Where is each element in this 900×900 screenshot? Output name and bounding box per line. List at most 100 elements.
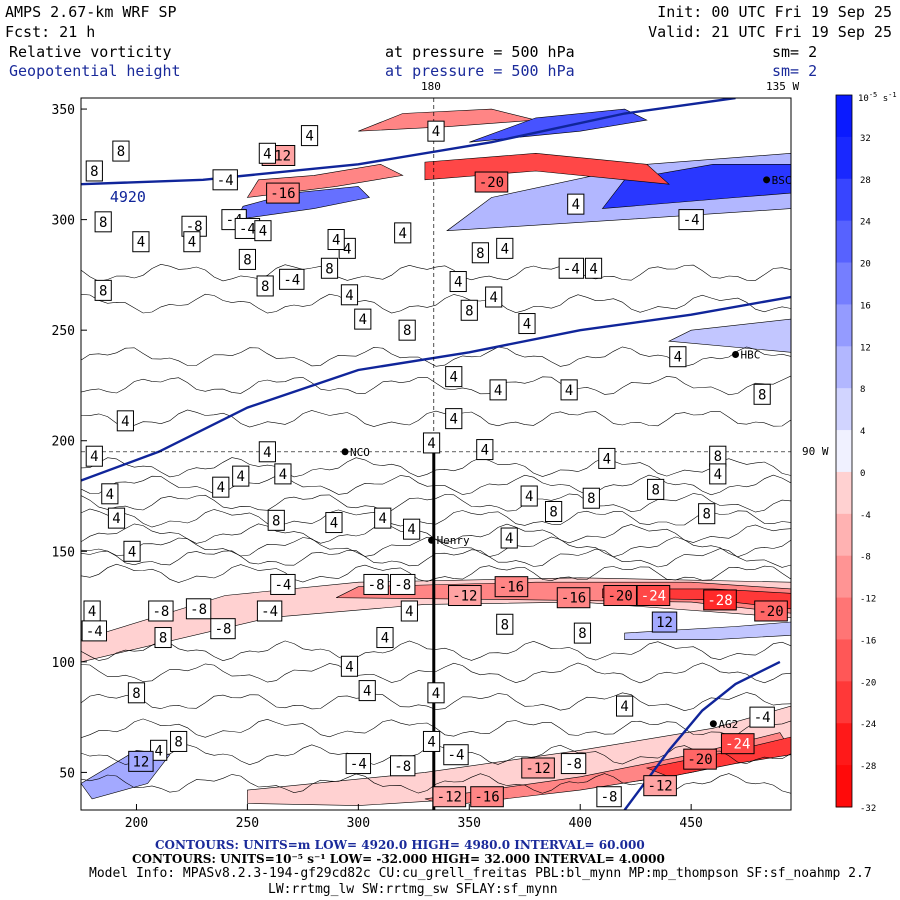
vorticity-label: -4 bbox=[81, 620, 108, 642]
vorticity-label: -16 bbox=[556, 587, 591, 609]
vorticity-label: 4 bbox=[427, 120, 445, 142]
vorticity-label: 4 bbox=[212, 476, 230, 498]
svg-text:4: 4 bbox=[505, 531, 513, 547]
svg-text:4: 4 bbox=[188, 235, 196, 251]
vorticity-label: 4 bbox=[445, 366, 463, 388]
neg-band-north-strong bbox=[424, 152, 670, 185]
vorticity-label: -4 bbox=[234, 217, 261, 239]
svg-text:-4: -4 bbox=[261, 604, 278, 620]
vorticity-label: 4 bbox=[560, 379, 578, 401]
vorticity-label: -12 bbox=[432, 786, 467, 808]
vorticity-label: 4 bbox=[500, 527, 518, 549]
model-title: AMPS 2.67-km WRF SP bbox=[5, 3, 177, 21]
vorticity-label: -8 bbox=[363, 573, 389, 595]
vorticity-label: 4 bbox=[325, 512, 343, 534]
svg-text:8: 8 bbox=[465, 303, 473, 319]
svg-text:-8: -8 bbox=[190, 602, 207, 618]
y-tick-label: 50 bbox=[59, 766, 75, 781]
vorticity-label: -8 bbox=[390, 573, 416, 595]
svg-text:-20: -20 bbox=[608, 589, 633, 605]
vorticity-contour-line bbox=[81, 523, 791, 544]
svg-text:4: 4 bbox=[305, 129, 313, 145]
svg-text:-28: -28 bbox=[707, 593, 732, 609]
svg-text:-8: -8 bbox=[394, 577, 411, 593]
svg-text:4: 4 bbox=[454, 275, 462, 291]
y-tick-label: 200 bbox=[52, 435, 75, 450]
lon-label-90w: 90 W bbox=[802, 445, 829, 458]
vorticity-label: -16 bbox=[266, 182, 300, 204]
vorticity-label: 8 bbox=[471, 242, 489, 264]
svg-text:-16: -16 bbox=[474, 790, 499, 806]
x-tick-label: 400 bbox=[568, 816, 591, 831]
svg-text:4: 4 bbox=[674, 350, 682, 366]
vorticity-label: -24 bbox=[636, 585, 671, 607]
svg-text:4: 4 bbox=[714, 467, 722, 483]
height-contour-2 bbox=[81, 98, 736, 186]
svg-text:4: 4 bbox=[523, 317, 531, 333]
svg-text:HBC: HBC bbox=[741, 348, 761, 361]
svg-text:BSC: BSC bbox=[772, 174, 792, 187]
svg-text:-16: -16 bbox=[499, 580, 524, 596]
vorticity-label: -20 bbox=[683, 748, 717, 770]
x-tick-label: 250 bbox=[236, 816, 259, 831]
vorticity-label: 4 bbox=[518, 313, 536, 335]
vorticity-label: -24 bbox=[720, 733, 755, 755]
svg-text:-4: -4 bbox=[217, 173, 234, 189]
lon-label-180: 180 bbox=[421, 80, 441, 93]
svg-text:4: 4 bbox=[432, 686, 440, 702]
vorticity-label: 4 bbox=[476, 439, 494, 461]
svg-text:12: 12 bbox=[132, 754, 149, 770]
svg-text:-4: -4 bbox=[274, 577, 291, 593]
vorticity-contour-line bbox=[81, 692, 791, 712]
vorticity-label: 4 bbox=[376, 627, 394, 649]
vorticity-label: 4 bbox=[445, 408, 463, 430]
vorticity-label: 4 bbox=[232, 465, 250, 487]
vorticity-contour-line bbox=[81, 718, 791, 738]
vorticity-label: 8 bbox=[154, 627, 172, 649]
pos-band-east bbox=[667, 318, 791, 353]
vorticity-label: -4 bbox=[212, 169, 238, 191]
svg-text:4: 4 bbox=[137, 235, 145, 251]
vorticity-label: -8 bbox=[210, 618, 236, 640]
vorticity-label: 4 bbox=[107, 507, 126, 529]
y-tick-label: 350 bbox=[52, 103, 75, 118]
vorticity-label: 4 bbox=[520, 485, 538, 507]
svg-text:-8: -8 bbox=[215, 622, 232, 638]
svg-text:Henry: Henry bbox=[437, 534, 470, 547]
footer-height-contours: CONTOURS: UNITS=m LOW= 4920.0 HIGH= 4980… bbox=[155, 838, 645, 852]
vorticity-label: 12 bbox=[128, 750, 154, 772]
svg-text:4: 4 bbox=[345, 288, 353, 304]
vorticity-label: 4 bbox=[183, 231, 201, 253]
vorticity-label: 8 bbox=[112, 140, 130, 162]
svg-text:8: 8 bbox=[501, 617, 509, 633]
svg-text:4: 4 bbox=[90, 449, 98, 465]
station-hbc: HBC bbox=[732, 348, 760, 361]
svg-text:-8: -8 bbox=[152, 604, 169, 620]
vorticity-label: 8 bbox=[573, 622, 592, 644]
svg-text:4: 4 bbox=[259, 224, 267, 240]
vorticity-contour-line bbox=[81, 563, 791, 583]
svg-text:4: 4 bbox=[237, 469, 245, 485]
vorticity-label: -20 bbox=[754, 600, 788, 622]
svg-text:-20: -20 bbox=[479, 175, 504, 191]
vorticity-label: -20 bbox=[603, 585, 637, 607]
y-tick-label: 250 bbox=[52, 324, 75, 339]
vorticity-label: 4 bbox=[254, 220, 272, 242]
vorticity-label: -8 bbox=[560, 753, 587, 775]
vorticity-label: 4 bbox=[354, 308, 372, 330]
init-time: Init: 00 UTC Fri 19 Sep 25 bbox=[657, 3, 892, 21]
svg-text:-12: -12 bbox=[525, 761, 550, 777]
svg-text:4: 4 bbox=[432, 124, 440, 140]
vorticity-label: 8 bbox=[698, 503, 716, 525]
svg-text:8: 8 bbox=[99, 215, 107, 231]
svg-text:4: 4 bbox=[112, 511, 120, 527]
svg-text:4: 4 bbox=[263, 445, 271, 461]
svg-text:8: 8 bbox=[159, 631, 167, 647]
pos-band-mid bbox=[624, 621, 791, 640]
svg-text:NCO: NCO bbox=[350, 446, 370, 459]
svg-text:8: 8 bbox=[272, 513, 280, 529]
vorticity-label: 4 bbox=[709, 463, 727, 485]
vorticity-contour-line bbox=[81, 375, 791, 396]
svg-text:4: 4 bbox=[88, 604, 96, 620]
